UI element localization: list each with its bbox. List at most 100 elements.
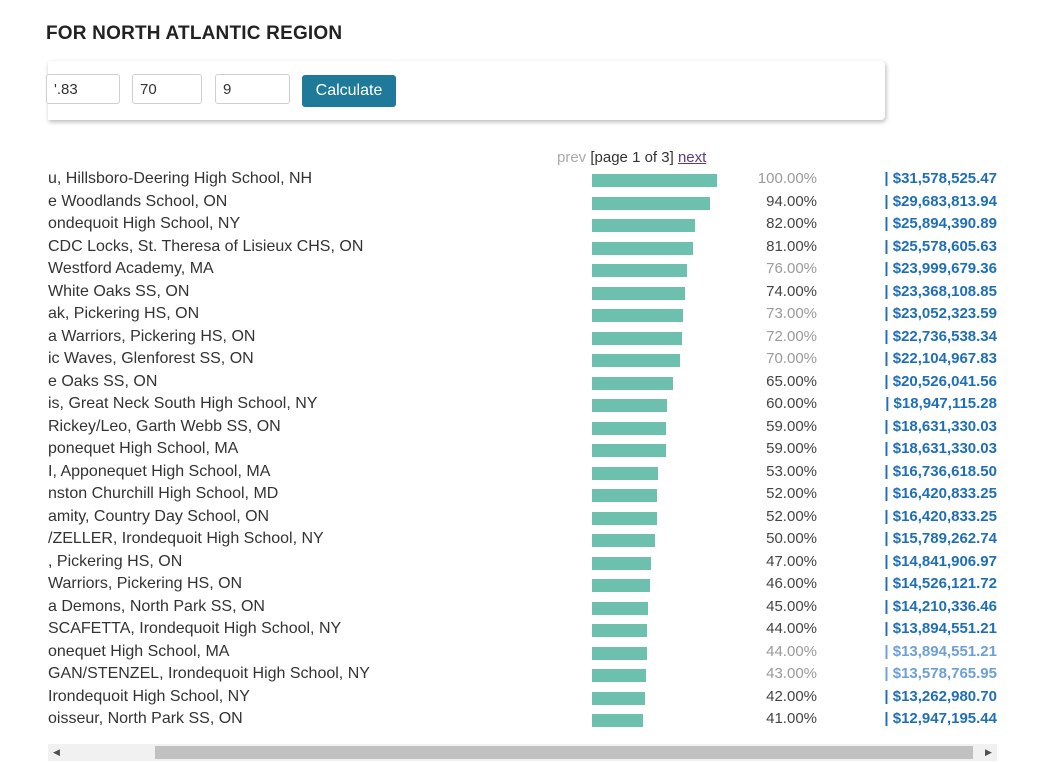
list-item: /ZELLER, Irondequoit High School, NY 50.0… <box>0 528 1037 551</box>
row-amount[interactable]: | $18,631,330.03 <box>884 440 997 457</box>
horizontal-scrollbar[interactable]: ◀ ▶ <box>48 744 997 761</box>
row-bar <box>592 354 680 367</box>
row-bar <box>592 579 650 592</box>
row-amount[interactable]: | $29,683,813.94 <box>884 192 997 210</box>
row-amount[interactable]: | $14,841,906.97 <box>884 552 997 570</box>
row-amount[interactable]: | $14,210,336.46 <box>884 597 997 615</box>
row-bar <box>592 714 643 727</box>
calculator-input-2[interactable] <box>132 74 202 104</box>
list-item: Rickey/Leo, Garth Webb SS, ON 59.00% | $18… <box>0 416 1037 439</box>
row-name: Rickey/Leo, Garth Webb SS, ON <box>48 417 281 435</box>
calculate-button[interactable]: Calculate <box>302 75 396 107</box>
row-amount[interactable]: | $13,894,551.21 <box>884 620 997 637</box>
row-name: a Warriors, Pickering HS, ON <box>48 327 256 345</box>
row-bar <box>592 219 695 232</box>
pagination: prev [page 1 of 3] next <box>557 149 706 166</box>
row-amount[interactable]: | $22,104,967.83 <box>884 350 997 367</box>
row-name: I, Apponequet High School, MA <box>48 462 271 480</box>
row-amount[interactable]: | $16,420,833.25 <box>884 507 997 525</box>
scroll-left-arrow-icon[interactable]: ◀ <box>53 747 60 757</box>
row-bar <box>592 601 648 615</box>
row-amount[interactable]: | $23,999,679.36 <box>884 260 997 277</box>
row-percent: 41.00% <box>766 710 817 727</box>
row-amount[interactable]: | $12,947,195.44 <box>884 710 997 727</box>
row-amount[interactable]: | $23,052,323.59 <box>884 305 997 322</box>
list-item: CDC Locks, St. Theresa of Lisieux CHS, O… <box>0 236 1037 259</box>
row-bar <box>592 376 673 390</box>
row-percent: 52.00% <box>766 507 817 525</box>
list-item: Irondequoit High School, NY 42.00% | $13,2… <box>0 686 1037 709</box>
row-percent: 44.00% <box>766 642 817 660</box>
scrollbar-thumb[interactable] <box>155 746 973 759</box>
list-item: GAN/STENZEL, Irondequoit High School, NY… <box>0 663 1037 686</box>
row-amount[interactable]: | $25,894,390.89 <box>884 215 997 232</box>
row-amount[interactable]: | $22,736,538.34 <box>884 327 997 345</box>
list-item: u, Hillsboro-Deering High School, NH 100.… <box>0 168 1037 191</box>
row-amount[interactable]: | $16,736,618.50 <box>884 462 997 480</box>
row-name: ak, Pickering HS, ON <box>48 305 200 322</box>
prev-link[interactable]: prev <box>557 149 587 166</box>
row-amount[interactable]: | $15,789,262.74 <box>884 530 997 547</box>
row-percent: 100.00% <box>757 170 817 187</box>
row-bar <box>592 444 666 457</box>
list-item: ondequoit High School, NY 82.00% | $25,894… <box>0 213 1037 236</box>
row-bar <box>592 421 666 435</box>
row-percent: 59.00% <box>766 417 817 435</box>
row-name: /ZELLER, Irondequoit High School, NY <box>48 530 324 547</box>
row-name: ponequet High School, MA <box>48 440 239 457</box>
row-bar <box>592 691 645 705</box>
calculator-input-3[interactable] <box>215 74 290 104</box>
list-item: ponequet High School, MA 59.00% | $18,631,… <box>0 438 1037 461</box>
row-name: Irondequoit High School, NY <box>48 687 250 705</box>
row-name: amity, Country Day School, ON <box>48 507 270 525</box>
row-bar <box>592 331 682 345</box>
row-percent: 70.00% <box>766 350 817 367</box>
list-item: nston Churchill High School, MD 52.00% | $… <box>0 483 1037 506</box>
row-bar <box>592 534 655 547</box>
row-name: e Woodlands School, ON <box>48 192 228 210</box>
list-item: Warriors, Pickering HS, ON 46.00% | $14,52… <box>0 573 1037 596</box>
row-percent: 53.00% <box>766 462 817 480</box>
row-amount[interactable]: | $14,526,121.72 <box>884 575 997 592</box>
list-item: a Warriors, Pickering HS, ON 72.00% | $22,… <box>0 326 1037 349</box>
row-amount[interactable]: | $13,578,765.95 <box>884 665 997 682</box>
row-percent: 47.00% <box>766 552 817 570</box>
row-percent: 74.00% <box>766 282 817 300</box>
row-name: GAN/STENZEL, Irondequoit High School, NY <box>48 665 370 682</box>
list-item: a Demons, North Park SS, ON 45.00% | $14,2… <box>0 596 1037 619</box>
calculator-panel: Calculate <box>46 61 885 120</box>
row-bar <box>592 466 658 480</box>
row-amount[interactable]: | $13,262,980.70 <box>884 687 997 705</box>
row-name: onequet High School, MA <box>48 642 230 660</box>
row-percent: 60.00% <box>766 395 817 412</box>
row-amount[interactable]: | $31,578,525.47 <box>884 170 997 187</box>
row-bar <box>592 646 647 660</box>
row-name: Westford Academy, MA <box>48 260 214 277</box>
row-amount[interactable]: | $18,631,330.03 <box>884 417 997 435</box>
row-percent: 50.00% <box>766 530 817 547</box>
row-percent: 45.00% <box>766 597 817 615</box>
row-percent: 82.00% <box>766 215 817 232</box>
row-bar <box>592 309 683 322</box>
list-item: ak, Pickering HS, ON 73.00% | $23,052,323.… <box>0 303 1037 326</box>
row-name: ondequoit High School, NY <box>48 215 241 232</box>
row-bar <box>592 174 717 187</box>
row-bar <box>592 264 687 277</box>
row-percent: 81.00% <box>766 237 817 255</box>
row-amount[interactable]: | $16,420,833.25 <box>884 485 997 502</box>
list-item: is, Great Neck South High School, NY 60.0… <box>0 393 1037 416</box>
row-percent: 44.00% <box>766 620 817 637</box>
row-name: , Pickering HS, ON <box>48 552 183 570</box>
row-amount[interactable]: | $18,947,115.28 <box>885 395 997 412</box>
calculator-input-1[interactable] <box>46 74 120 104</box>
scroll-right-arrow-icon[interactable]: ▶ <box>985 747 992 757</box>
row-amount[interactable]: | $13,894,551.21 <box>884 642 997 660</box>
row-amount[interactable]: | $23,368,108.85 <box>884 282 997 300</box>
row-amount[interactable]: | $20,526,041.56 <box>884 372 997 390</box>
row-bar <box>592 241 693 255</box>
next-link[interactable]: next <box>677 149 707 166</box>
list-item: White Oaks SS, ON 74.00% | $23,368,108.85 <box>0 281 1037 304</box>
row-amount[interactable]: | $25,578,605.63 <box>884 237 997 255</box>
list-item: , Pickering HS, ON 47.00% | $14,841,906.97 <box>0 551 1037 574</box>
list-item: oisseur, North Park SS, ON 41.00% | $12,94… <box>0 708 1037 731</box>
